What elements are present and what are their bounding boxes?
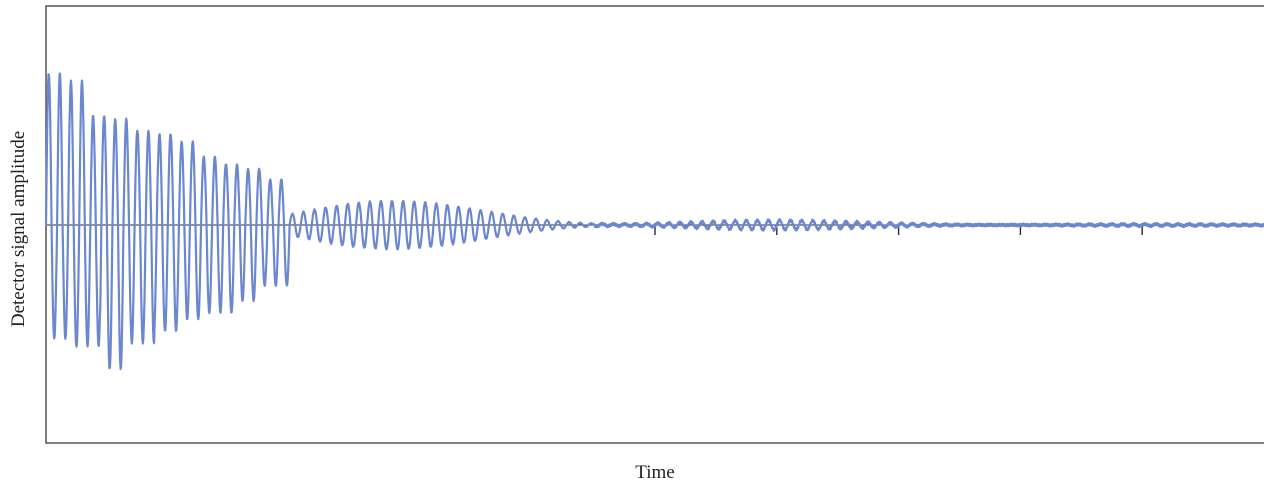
y-axis-title: Detector signal amplitude [8,131,29,327]
series-line-detector-signal [44,72,1264,371]
x-axis-title: Time [635,462,674,483]
